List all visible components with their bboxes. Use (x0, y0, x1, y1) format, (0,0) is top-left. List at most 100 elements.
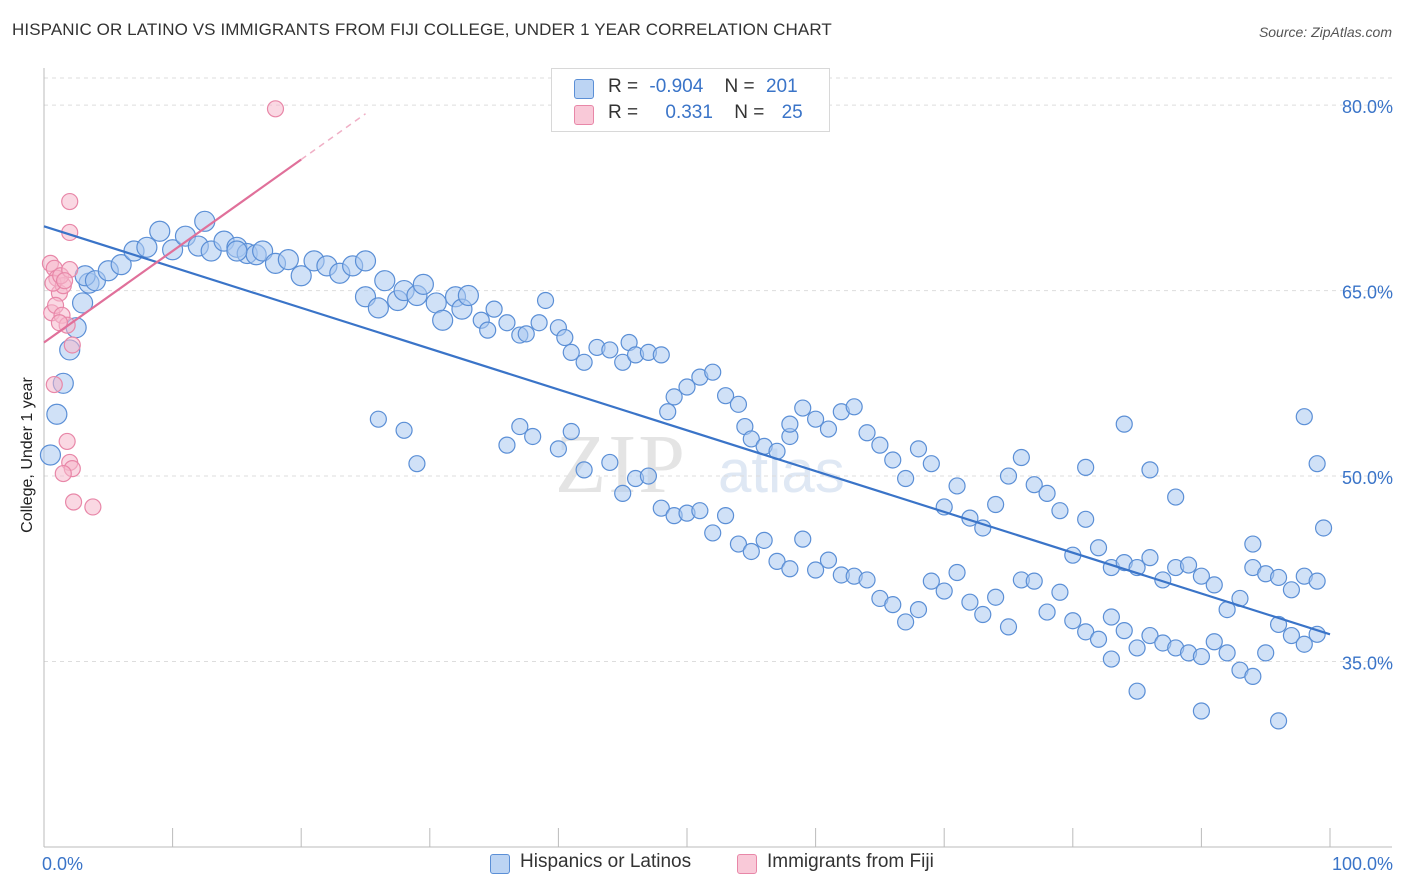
data-point-hispanics (601, 341, 619, 359)
data-point-hispanics (1128, 682, 1146, 700)
data-point-hispanics (1064, 612, 1082, 630)
data-point-fiji (45, 375, 63, 394)
data-point-hispanics (678, 378, 696, 396)
data-point-hispanics (1244, 667, 1262, 685)
data-point-fiji (61, 192, 79, 211)
data-point-hispanics (1038, 603, 1056, 621)
data-point-hispanics (1115, 622, 1133, 640)
data-point-hispanics (909, 600, 928, 619)
data-point-hispanics (511, 417, 529, 436)
data-point-hispanics (562, 422, 580, 441)
data-point-hispanics (794, 399, 812, 417)
data-point-hispanics (704, 363, 722, 381)
data-point-hispanics (961, 593, 979, 611)
legend-swatch-pink (737, 854, 757, 874)
data-point-hispanics (1025, 572, 1043, 590)
data-point-hispanics (665, 388, 683, 406)
chart-title: HISPANIC OR LATINO VS IMMIGRANTS FROM FI… (12, 20, 832, 39)
data-point-hispanics (1167, 488, 1185, 506)
data-point-hispanics (1128, 639, 1146, 657)
data-point-hispanics (71, 292, 94, 314)
data-point-hispanics (935, 582, 953, 600)
data-point-hispanics (1179, 556, 1198, 574)
stats-legend: R = -0.904 N = 201 R = 0.331 N = 25 (551, 68, 830, 132)
data-point-hispanics (290, 265, 312, 287)
data-point-hispanics (858, 424, 876, 442)
data-point-hispanics (806, 561, 825, 579)
data-point-hispanics (1308, 572, 1326, 590)
data-point-hispanics (1154, 571, 1172, 589)
data-point-hispanics (549, 440, 568, 458)
data-point-hispanics (1141, 626, 1159, 645)
data-point-hispanics (536, 291, 555, 310)
series-fiji-points (41, 100, 285, 516)
data-point-hispanics (485, 300, 503, 318)
data-point-hispanics (369, 410, 387, 428)
y-tick-label: 35.0% (1342, 654, 1393, 674)
series-legend: Hispanics or Latinos Immigrants from Fij… (0, 851, 1406, 877)
data-point-hispanics (845, 398, 863, 416)
data-point-hispanics (987, 495, 1005, 514)
data-point-hispanics (871, 436, 889, 454)
data-point-hispanics (412, 273, 434, 295)
data-point-hispanics (498, 436, 516, 454)
data-point-hispanics (1077, 510, 1095, 528)
data-point-hispanics (252, 240, 274, 262)
data-point-hispanics (110, 254, 132, 276)
data-point-hispanics (1269, 568, 1288, 587)
data-point-hispanics (1077, 458, 1095, 476)
legend-swatch-pink (574, 105, 594, 125)
data-point-hispanics (1051, 583, 1069, 601)
data-point-hispanics (922, 455, 940, 473)
data-point-hispanics (781, 415, 799, 433)
n-value: 25 (781, 102, 803, 123)
data-point-hispanics (1038, 484, 1056, 502)
data-point-hispanics (1269, 615, 1288, 634)
r-label: R = (608, 102, 639, 123)
data-point-hispanics (524, 427, 542, 446)
data-point-hispanics (659, 403, 677, 421)
data-point-hispanics (1257, 644, 1275, 662)
data-point-hispanics (652, 346, 670, 364)
data-point-hispanics (517, 325, 535, 343)
data-point-hispanics (794, 530, 812, 548)
data-point-hispanics (601, 453, 619, 472)
data-point-hispanics (1141, 549, 1159, 567)
data-point-hispanics (1102, 650, 1120, 668)
data-point-hispanics (1295, 635, 1313, 653)
data-point-hispanics (999, 618, 1018, 636)
data-point-hispanics (691, 502, 709, 520)
data-point-hispanics (742, 542, 760, 561)
data-point-hispanics (1051, 502, 1069, 520)
data-point-hispanics (729, 535, 748, 553)
data-point-fiji (54, 464, 72, 483)
x-tick-label: 100.0% (1332, 854, 1393, 874)
data-point-hispanics (999, 467, 1018, 485)
data-point-hispanics (354, 250, 377, 272)
data-point-hispanics (374, 270, 396, 292)
data-point-hispanics (1089, 630, 1108, 648)
data-point-hispanics (742, 430, 760, 448)
data-point-fiji (84, 498, 102, 516)
data-point-hispanics (575, 353, 593, 371)
r-value: -0.904 (649, 76, 704, 97)
data-point-hispanics (136, 236, 158, 258)
data-point-hispanics (395, 421, 413, 439)
data-point-hispanics (1192, 567, 1211, 585)
data-point-hispanics (149, 220, 171, 242)
r-label: R = (608, 76, 639, 97)
trend-line-fiji (43, 158, 302, 344)
data-point-hispanics (1244, 535, 1262, 553)
data-point-hispanics (1192, 647, 1211, 666)
data-point-hispanics (948, 563, 966, 582)
data-point-hispanics (716, 507, 735, 525)
n-value: 201 (765, 76, 798, 97)
series-hispanics-points (39, 210, 1333, 730)
data-point-hispanics (639, 467, 658, 485)
data-point-hispanics (1141, 461, 1159, 479)
data-point-hispanics (556, 328, 574, 347)
data-point-hispanics (1269, 712, 1288, 730)
y-tick-label: 50.0% (1342, 468, 1393, 488)
data-point-hispanics (226, 240, 248, 262)
y-tick-label: 80.0% (1342, 97, 1393, 117)
